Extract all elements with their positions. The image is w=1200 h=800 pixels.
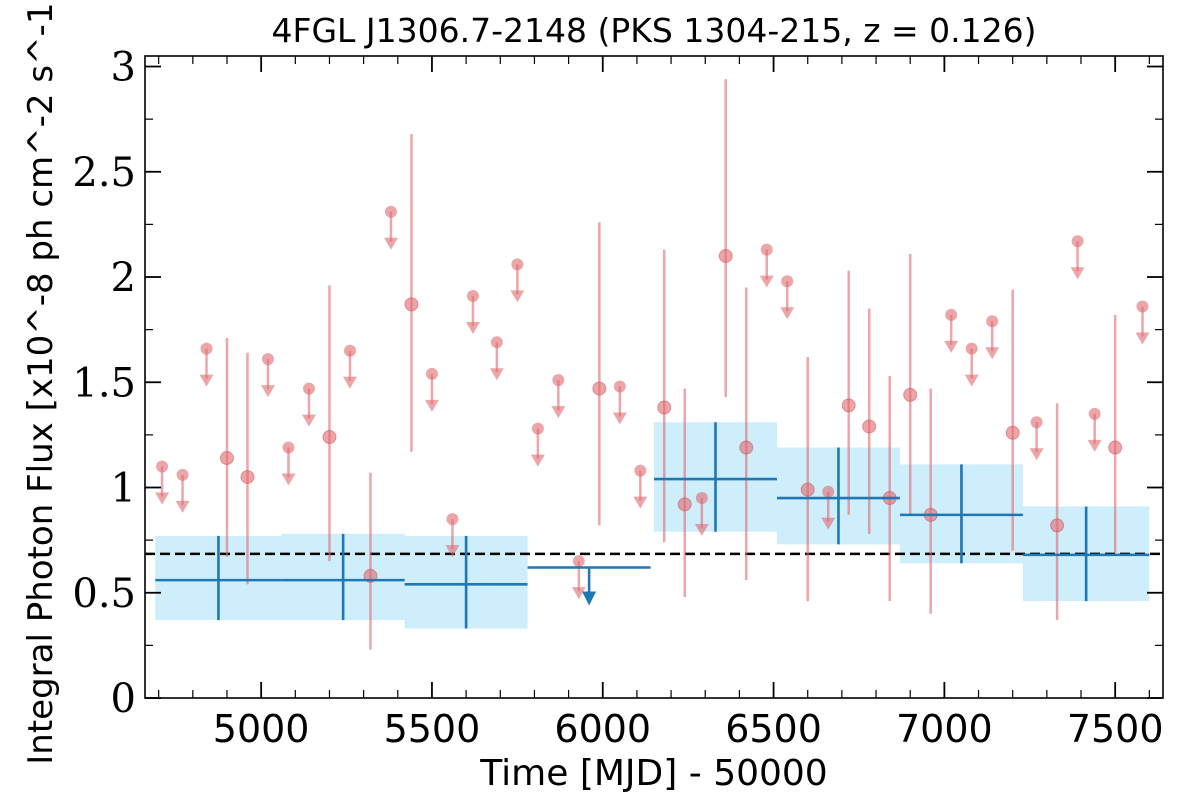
upper-limit-arrow-head [424,399,439,412]
y-tick-label: 0 [111,676,136,722]
upper-limit-marker [781,275,794,288]
upper-limit-marker [965,342,978,355]
upper-limit-arrow-head [383,237,398,250]
upper-limit-marker [1136,300,1149,313]
flux-point [1108,440,1123,455]
upper-limit-marker [511,258,524,271]
upper-limit-arrow-head [175,500,190,513]
upper-limit-marker [490,336,503,349]
upper-limit-arrow-head [301,414,316,427]
upper-limit-marker [531,422,544,435]
x-tick-label: 7500 [1067,707,1164,751]
flux-point [903,387,918,402]
flux-point [219,451,234,466]
plot-frame [144,55,1164,699]
flux-point [800,482,815,497]
upper-limit-arrow-head [510,290,525,303]
upper-limit-arrow-head [1087,439,1102,452]
flux-point [657,400,672,415]
upper-limit-arrow-head [612,412,627,425]
flux-point [404,297,419,312]
flux-point [240,469,255,484]
upper-limit-marker [695,492,708,505]
upper-limit-marker [156,460,169,473]
upper-limit-arrow-head [985,347,1000,360]
upper-limit-marker [282,441,295,454]
upper-limit-arrow-head [571,587,586,600]
y-tick-label: 1.5 [72,360,136,406]
flux-point [322,429,337,444]
flux-point [718,248,733,263]
y-tick-label: 0.5 [72,571,136,617]
y-tick-label: 2 [111,255,136,301]
y-tick-label: 3 [111,45,136,91]
upper-limit-arrow-head [465,321,480,334]
flux-point [862,419,877,434]
upper-limit-arrow-head [260,385,275,398]
upper-limit-marker [986,315,999,328]
x-tick-label: 7000 [896,707,993,751]
x-tick-label: 6000 [554,707,651,751]
upper-limit-arrow-head [199,374,214,387]
upper-limit-arrow-head [821,517,836,530]
plot-layer [145,79,1163,650]
upper-limit-arrow-head [633,496,648,509]
flux-point [592,381,607,396]
upper-limit-marker [1088,407,1101,420]
upper-limit-marker [384,205,397,218]
upper-limit-marker [446,513,459,526]
long-bin-upper-limit-head [582,591,597,606]
upper-limit-arrow-head [155,492,170,505]
flux-point [739,440,754,455]
flux-point [677,497,692,512]
tick-layer: 5000 5500 6000 6500 7000 7500 0 0.5 1 1.5 2 2.5 3 [72,45,1163,751]
upper-limit-marker [425,367,438,380]
upper-limit-arrow-head [1135,332,1150,345]
x-tick-label: 5500 [384,707,481,751]
upper-limit-arrow-head [489,368,504,381]
upper-limit-arrow-head [780,307,795,320]
upper-limit-marker [572,555,585,568]
upper-limit-arrow-head [694,524,709,537]
upper-limit-marker [466,289,479,302]
chart-title: 4FGL J1306.7-2148 (PKS 1304-215, z = 0.1… [271,11,1036,50]
upper-limit-arrow-head [445,545,460,558]
upper-limit-marker [945,308,958,321]
upper-limit-marker [200,342,213,355]
upper-limit-arrow-head [281,473,296,486]
upper-limit-marker [822,485,835,498]
upper-limit-marker [552,374,565,387]
x-axis-label: Time [MJD] - 50000 [479,753,827,794]
upper-limit-marker [1071,235,1084,248]
upper-limit-arrow-head [551,406,566,419]
upper-limit-marker [302,382,315,395]
y-axis-label: Integral Photon Flux [x10^-8 ph cm^-2 s^… [21,0,61,765]
upper-limit-arrow-head [964,374,979,387]
upper-limit-marker [613,380,626,393]
upper-limit-marker [1030,416,1043,429]
upper-limit-arrow-head [342,376,357,389]
x-tick-label: 5000 [213,707,310,751]
upper-limit-marker [343,344,356,357]
upper-limit-arrow-head [1029,448,1044,461]
y-tick-label: 1 [111,466,136,512]
upper-limit-arrow-head [1070,267,1085,280]
upper-limit-marker [634,464,647,477]
upper-limit-marker [760,243,773,256]
x-tick-label: 6500 [725,707,822,751]
flux-point [1005,425,1020,440]
upper-limit-arrow-head [530,454,545,467]
flux-point [841,398,856,413]
upper-limit-marker [261,353,274,366]
upper-limit-arrow-head [759,275,774,288]
flux-point [1050,518,1065,533]
upper-limit-marker [176,468,189,481]
upper-limit-arrow-head [944,340,959,353]
y-tick-label: 2.5 [72,150,136,196]
